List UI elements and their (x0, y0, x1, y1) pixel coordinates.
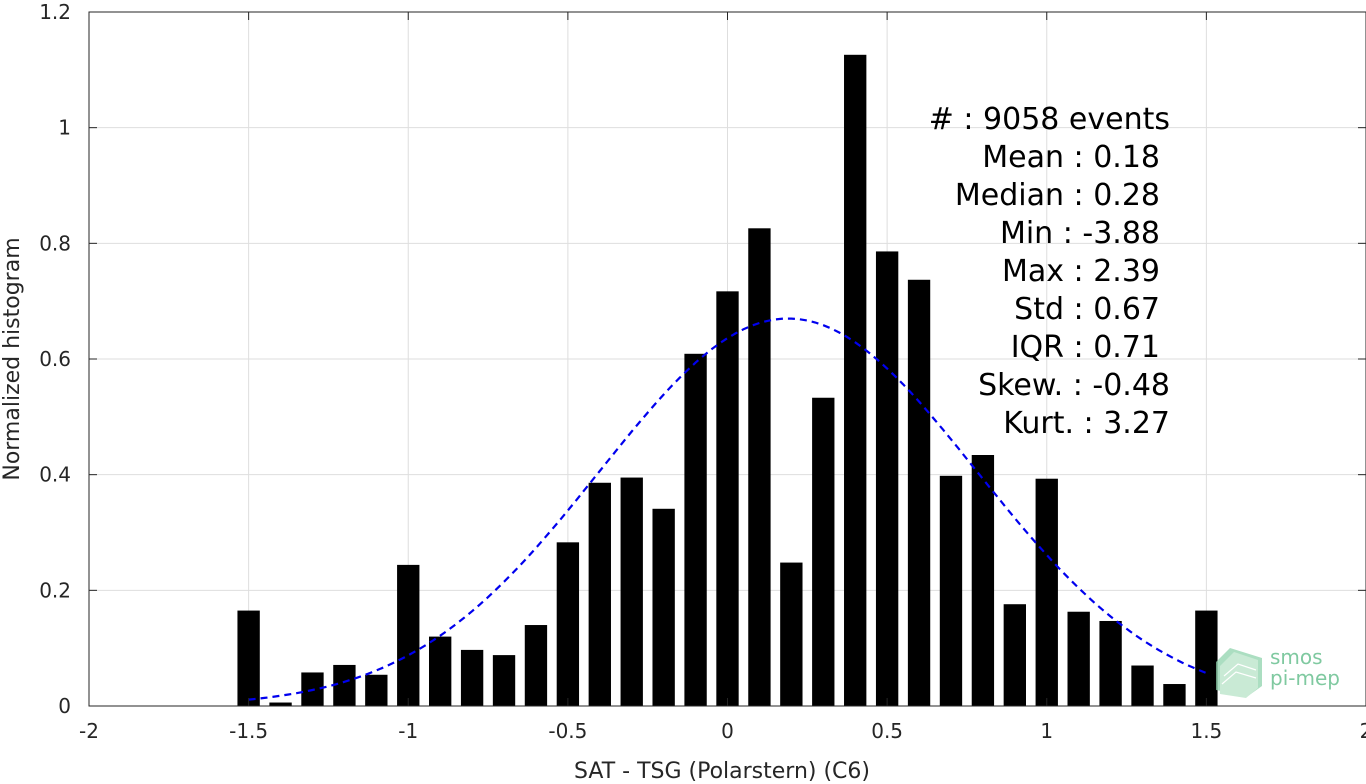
x-tick-label: -0.5 (548, 719, 587, 743)
x-tick-label: 0.5 (871, 719, 903, 743)
histogram-bar (429, 636, 452, 706)
histogram-bar (1003, 604, 1026, 706)
y-tick-label: 0.2 (39, 578, 71, 602)
smos-pi-mep-logo: smos pi-mep (1216, 645, 1340, 698)
histogram-bar (939, 475, 963, 706)
x-tick-label: 2 (1360, 719, 1366, 743)
x-axis-label: SAT - TSG (Polarstern) (C6) (574, 759, 870, 784)
histogram-bar (652, 508, 675, 706)
stat-line: Skew. : -0.48 (978, 368, 1170, 403)
histogram-bar (588, 482, 611, 706)
histogram-bar (748, 228, 771, 706)
x-tick-label: 1 (1040, 719, 1053, 743)
histogram-bar (556, 542, 580, 706)
histogram-bar (1131, 665, 1154, 706)
histogram-bar (1163, 684, 1186, 706)
stat-line: Min : -3.88 (1000, 216, 1160, 251)
stat-line: IQR : 0.71 (1011, 330, 1160, 365)
histogram-bar (620, 477, 643, 706)
histogram-bar (524, 625, 548, 706)
histogram-bar (716, 291, 739, 706)
histogram-bar (237, 610, 260, 706)
histogram-bar (844, 54, 867, 706)
histogram-bar (1035, 478, 1058, 706)
y-tick-label: 1 (58, 116, 71, 140)
histogram-bar (971, 455, 995, 706)
stat-line: Max : 2.39 (1002, 254, 1160, 289)
y-tick-labels: 0 0.2 0.4 0.6 0.8 1 1.2 (39, 0, 71, 718)
x-tick-label: 0 (721, 719, 734, 743)
stat-line: Kurt. : 3.27 (1003, 406, 1170, 441)
x-tick-label: 1.5 (1190, 719, 1222, 743)
histogram-bar (269, 702, 292, 706)
y-tick-label: 0.4 (39, 463, 71, 487)
histogram-bars (237, 54, 1218, 706)
histogram-bar (1195, 610, 1218, 706)
histogram-bar (812, 397, 835, 706)
histogram-bar (365, 674, 388, 706)
histogram-bar (492, 655, 516, 706)
x-tick-label: -1.5 (229, 719, 268, 743)
histogram-bar (1099, 620, 1122, 706)
stat-line: Std : 0.67 (1014, 292, 1160, 327)
x-tick-label: -2 (79, 719, 99, 743)
y-tick-label: 1.2 (39, 0, 71, 24)
axis-ticks (88, 11, 1366, 707)
logo-waves-icon (1216, 648, 1262, 698)
stat-line: Median : 0.28 (955, 178, 1160, 213)
y-tick-label: 0.6 (39, 347, 71, 371)
y-tick-label: 0.8 (39, 231, 71, 255)
stat-line: Mean : 0.18 (982, 140, 1160, 175)
histogram-bar (780, 562, 803, 706)
x-tick-labels: -2 -1.5 -1 -0.5 0 0.5 1 1.5 2 (79, 719, 1366, 743)
x-tick-label: -1 (398, 719, 418, 743)
logo-line2: pi-mep (1270, 666, 1340, 690)
histogram-bar (1067, 611, 1090, 706)
histogram-bar (460, 649, 484, 706)
histogram-bar (397, 564, 420, 706)
y-tick-label: 0 (58, 694, 71, 718)
stat-line: # : 9058 events (929, 102, 1170, 137)
histogram-bar (333, 664, 356, 706)
y-axis-label: Normalized histogram (0, 237, 25, 480)
histogram-bar (875, 251, 899, 706)
histogram-bar (684, 353, 707, 706)
logo-line1: smos (1270, 645, 1323, 669)
histogram-bar (907, 279, 931, 706)
